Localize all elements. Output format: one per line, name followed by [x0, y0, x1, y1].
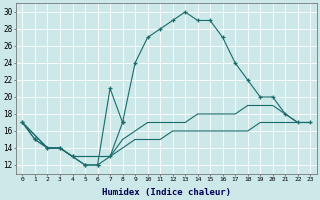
X-axis label: Humidex (Indice chaleur): Humidex (Indice chaleur): [102, 188, 231, 197]
